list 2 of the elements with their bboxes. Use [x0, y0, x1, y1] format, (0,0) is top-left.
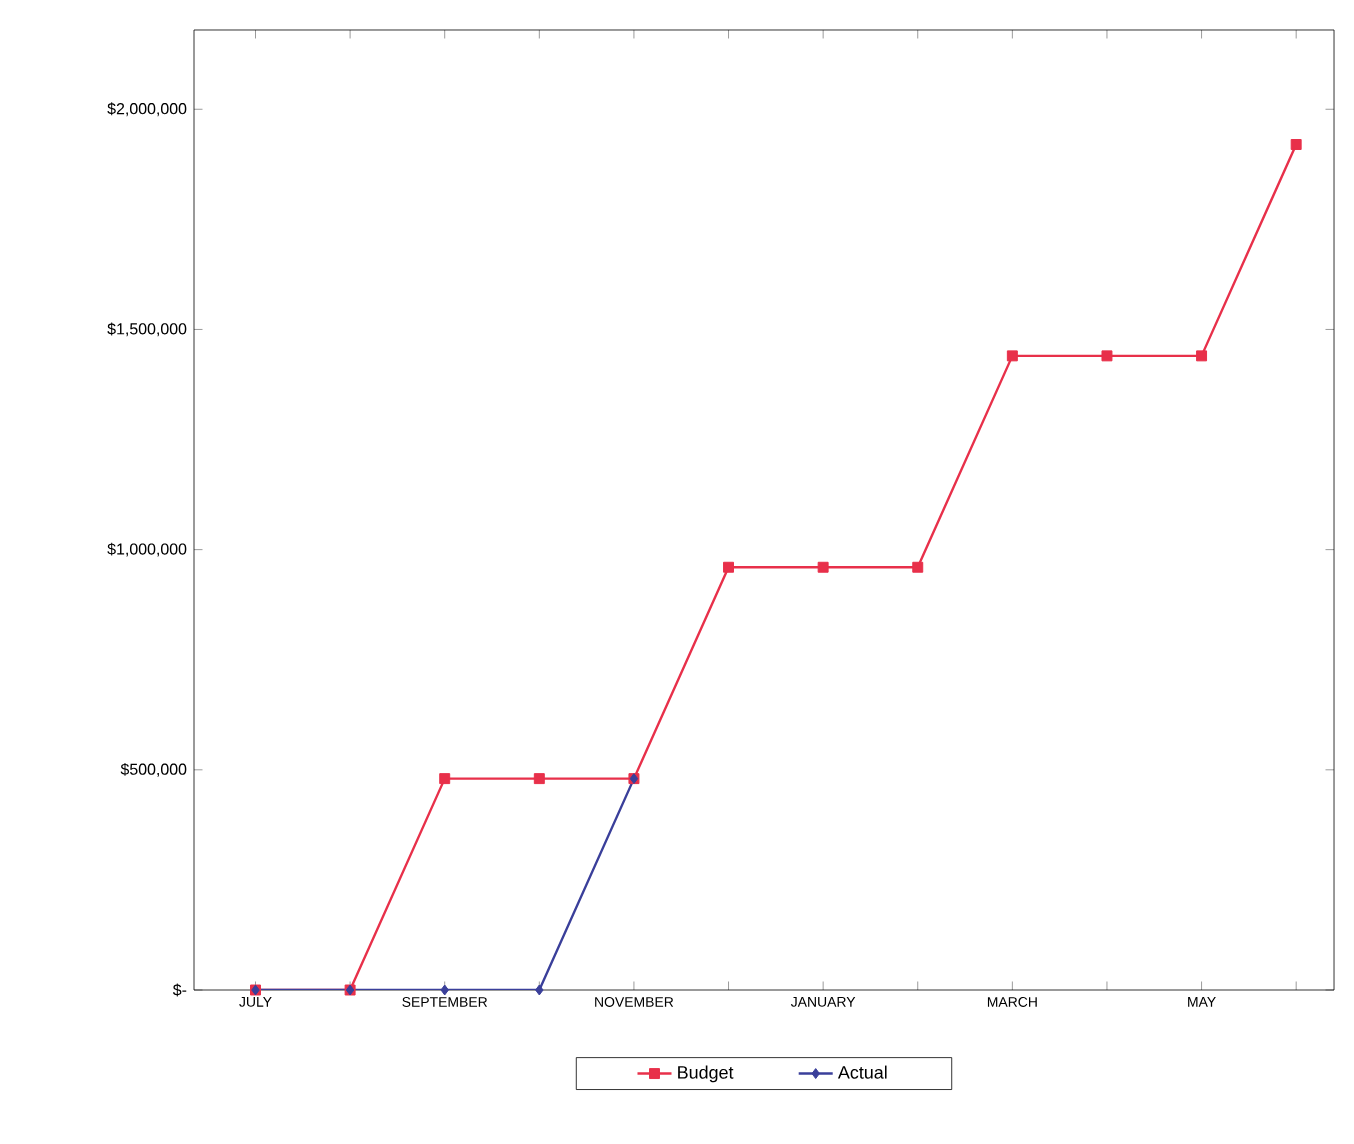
legend-label: Actual: [837, 1065, 887, 1079]
legend-label: Budget: [678, 1065, 734, 1083]
